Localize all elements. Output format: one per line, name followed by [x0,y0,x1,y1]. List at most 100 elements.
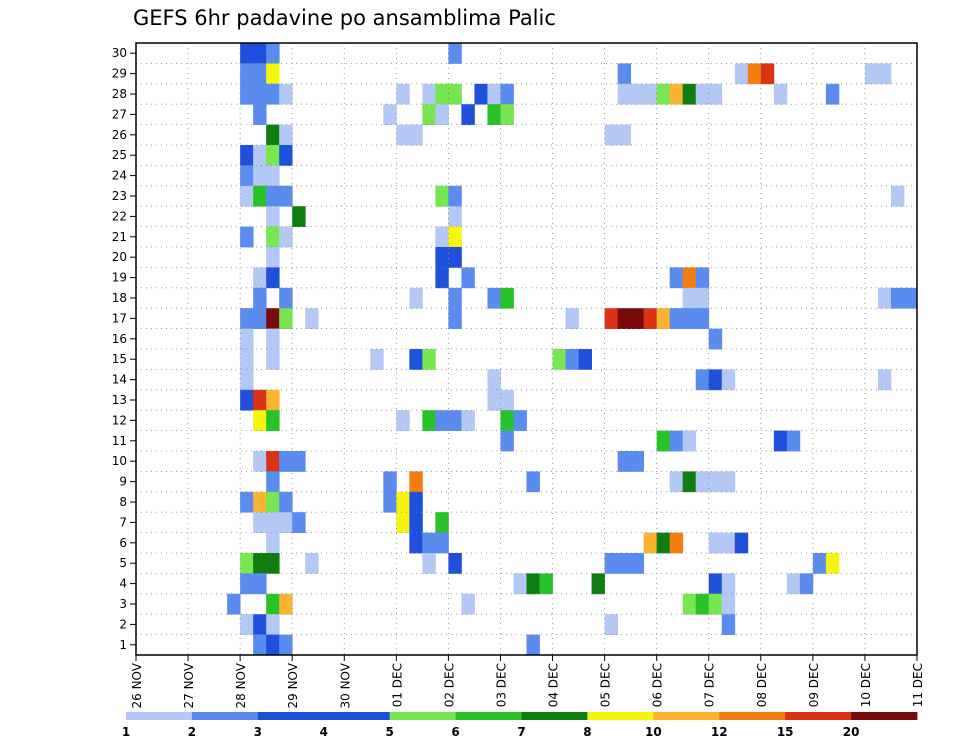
heatmap-cell [435,410,449,431]
heatmap-cell [656,430,671,452]
y-tick-label: 18 [112,291,127,305]
heatmap-cell [253,491,267,513]
heatmap-cell [669,532,684,554]
heatmap-cell [279,634,293,656]
y-tick-label: 16 [112,332,127,346]
heatmap-cell [227,593,241,615]
heatmap-cell [396,124,410,146]
heatmap-cell [682,287,697,309]
heatmap-cell [500,430,514,452]
heatmap-cell [435,532,449,554]
y-tick-label: 6 [119,536,127,550]
heatmap-cell [240,145,254,166]
heatmap-cell [253,573,267,595]
heatmap-cell [240,491,254,513]
heatmap-cell [266,226,280,248]
heatmap-cell [500,104,514,125]
heatmap-cell [266,145,280,166]
heatmap-cell [682,267,697,289]
y-tick-label: 25 [112,148,127,162]
heatmap-cell [721,369,736,391]
legend-swatch [455,712,522,720]
legend-label: 2 [188,725,196,739]
legend-swatch [191,712,259,720]
heatmap-cell [578,349,592,370]
heatmap-cell [617,308,632,329]
heatmap-cell [253,308,267,329]
y-tick-label: 27 [112,107,127,121]
heatmap-cell [513,410,527,431]
heatmap-cell [448,287,462,309]
heatmap-cell [240,43,254,64]
heatmap-cell [266,451,280,472]
heatmap-cell [461,593,475,615]
heatmap-cell [279,124,293,146]
heatmap-cell [604,124,619,146]
y-tick-label: 26 [112,128,127,142]
legend-label: 6 [451,725,459,739]
y-tick-label: 20 [112,250,127,264]
heatmap-cell [266,328,280,350]
heatmap-cell [825,83,840,105]
heatmap-cell [487,83,501,105]
plot-frame [135,42,918,656]
legend-label: 4 [320,725,328,739]
heatmap-cell [721,532,736,554]
chart-title: GEFS 6hr padavine po ansamblima Palic [133,6,556,30]
heatmap-cell [422,410,436,431]
heatmap-cell [435,267,449,289]
heatmap-cell [279,226,293,248]
heatmap-cell [903,287,918,309]
heatmap-cell [435,226,449,248]
heatmap-cells [227,43,918,656]
heatmap-cell [747,63,762,85]
x-tick-label: 10 DEC [859,663,873,707]
heatmap-cell [266,553,280,574]
y-tick-label: 2 [119,617,127,631]
legend-swatch [785,712,852,720]
heatmap-cell [682,83,697,105]
heatmap-cell [383,491,397,513]
x-tick-label: 30 NOV [338,662,352,708]
heatmap-cell [266,593,280,615]
heatmap-cell [435,104,449,125]
heatmap-cell [617,451,632,472]
heatmap-cell [253,185,267,207]
heatmap-cell [721,614,736,635]
heatmap-cell [708,328,723,350]
heatmap-cell [279,185,293,207]
heatmap-cell [682,308,697,329]
y-tick-label: 13 [112,393,127,407]
heatmap-cell [383,104,397,125]
heatmap-cell [253,287,267,309]
x-tick-label: 09 DEC [807,663,821,707]
heatmap-cell [617,553,632,574]
heatmap-cell [409,124,423,146]
y-tick-label: 8 [119,495,127,509]
heatmap-cell [266,185,280,207]
heatmap-cell [305,308,319,329]
y-tick-label: 22 [112,209,127,223]
heatmap-cell [240,308,254,329]
heatmap-cell [695,471,710,493]
heatmap-cell [630,308,645,329]
heatmap-cell [500,389,514,411]
heatmap-cell [266,471,280,493]
heatmap-cell [721,573,736,595]
heatmap-cell [266,83,280,105]
heatmap-cell [240,165,254,187]
heatmap-cell [266,247,280,268]
heatmap-cell [877,369,892,391]
heatmap-cell [825,553,840,574]
legend-label: 8 [583,725,591,739]
heatmap-cell [240,369,254,391]
heatmap-cell [266,349,280,370]
heatmap-cell [877,63,892,85]
heatmap-cell [253,451,267,472]
heatmap-cell [695,593,710,615]
heatmap-cell [266,634,280,656]
heatmap-cell [253,512,267,533]
x-tick-label: 06 DEC [651,663,665,707]
heatmap-cell [721,471,736,493]
